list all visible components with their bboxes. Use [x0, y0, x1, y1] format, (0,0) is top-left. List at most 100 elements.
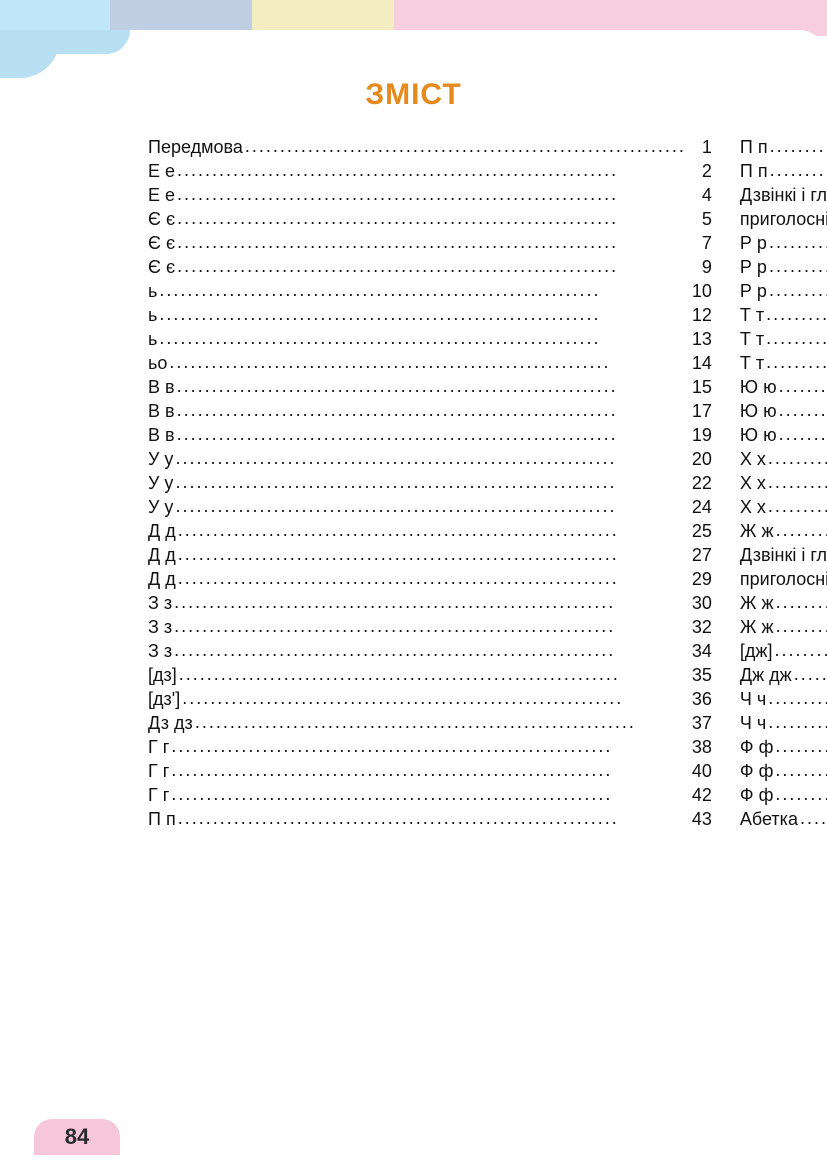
toc-entry-label: Ф ф: [740, 762, 774, 780]
toc-entry: Р р50: [740, 258, 827, 276]
toc-entry: Ж ж70: [740, 594, 827, 612]
toc-entry-dots: [769, 257, 827, 275]
toc-entry-dots: [159, 329, 686, 347]
toc-entry-label: ьо: [148, 354, 167, 372]
toc-entry-page: 2: [688, 162, 712, 180]
toc-entry-page: 30: [688, 594, 712, 612]
toc-entry: П п45: [740, 138, 827, 156]
toc-entry-label: [дз']: [148, 690, 180, 708]
toc-entry: Х х67: [740, 498, 827, 516]
toc-entry-page: 9: [688, 258, 712, 276]
toc-entry: Е е2: [148, 162, 712, 180]
toc-entry: Є є7: [148, 234, 712, 252]
toc-entry-page: 27: [688, 546, 712, 564]
toc-entry: Ж ж72: [740, 618, 827, 636]
toc-entry-label: В в: [148, 402, 175, 420]
toc-entry-dots: [178, 569, 686, 587]
toc-entry-dots: [769, 233, 827, 251]
toc-entry-label: З з: [148, 618, 172, 636]
toc-entry-dots: [177, 425, 686, 443]
toc-entry-label: Г г: [148, 738, 169, 756]
toc-entry-label: Г г: [148, 762, 169, 780]
toc-entry-dots: [171, 737, 686, 755]
toc-entry-dots: [169, 353, 686, 371]
toc-entry-dots: [776, 521, 827, 539]
toc-entry-page: 36: [688, 690, 712, 708]
toc-entry: Г г42: [148, 786, 712, 804]
toc-entry-dots: [770, 161, 827, 179]
toc-entry-label: Дж дж: [740, 666, 792, 684]
toc-entry-label: Передмова: [148, 138, 243, 156]
toc-entry-label: Дзвінкі і глухі: [740, 186, 827, 204]
toc-entry-dots: [768, 473, 827, 491]
toc-entry-dots: [177, 401, 686, 419]
toc-entry: Абетка83: [740, 810, 827, 828]
toc-entry-dots: [174, 593, 686, 611]
toc-entry-dots: [768, 497, 827, 515]
toc-entry: Ф ф80: [740, 762, 827, 780]
toc-entry-label: Г г: [148, 786, 169, 804]
toc-entry-label: Ф ф: [740, 786, 774, 804]
toc-entry-dots: [195, 713, 686, 731]
toc-entry-page: 19: [688, 426, 712, 444]
toc-entry-label: В в: [148, 378, 175, 396]
toc-entry: Дз дз37: [148, 714, 712, 732]
toc-entry-dots: [174, 617, 686, 635]
toc-entry: У у24: [148, 498, 712, 516]
toc-entry: Р р52: [740, 282, 827, 300]
toc-entry-dots: [769, 281, 827, 299]
toc-entry-label: Х х: [740, 450, 766, 468]
toc-entry-label: приголосні: [740, 570, 827, 588]
toc-entry-page: 15: [688, 378, 712, 396]
toc-entry-label: Х х: [740, 498, 766, 516]
toc-entry-label: Дзвінкі і глухі: [740, 546, 827, 564]
toc-entry: Дзвінкі і глухі: [740, 546, 827, 564]
toc-entry-page: 38: [688, 738, 712, 756]
toc-entry-label: Р р: [740, 234, 767, 252]
toc-entry-dots: [179, 665, 686, 683]
toc-entry-label: З з: [148, 642, 172, 660]
toc-entry: П п46: [740, 162, 827, 180]
toc-entry-dots: [768, 449, 827, 467]
toc-entry: Е е4: [148, 186, 712, 204]
toc-entry: Т т57: [740, 354, 827, 372]
toc-entry-page: 35: [688, 666, 712, 684]
toc-entry: Т т53: [740, 306, 827, 324]
toc-entry-page: 34: [688, 642, 712, 660]
toc-entry-label: Ч ч: [740, 690, 766, 708]
toc-entry: У у22: [148, 474, 712, 492]
toc-entry-label: У у: [148, 474, 173, 492]
toc-entry: Ч ч78: [740, 714, 827, 732]
toc-entry: [дж]73: [740, 642, 827, 660]
toc-entry-dots: [766, 353, 827, 371]
toc-entry: У у20: [148, 450, 712, 468]
toc-entry-dots: [178, 521, 686, 539]
toc-entry-page: 12: [688, 306, 712, 324]
toc-entry-dots: [779, 377, 827, 395]
toc-entry-page: 17: [688, 402, 712, 420]
toc-entry-label: [дж]: [740, 642, 773, 660]
toc-entry-label: ь: [148, 306, 157, 324]
toc-entry-dots: [159, 305, 686, 323]
toc-entry-label: Є є: [148, 258, 175, 276]
toc-entry: ьо14: [148, 354, 712, 372]
toc-entry: Дзвінкі і глухі: [740, 186, 827, 204]
toc-entry-label: Ю ю: [740, 426, 777, 444]
toc-entry-label: У у: [148, 498, 173, 516]
toc-entry: Дж дж75: [740, 666, 827, 684]
toc-entry-dots: [768, 689, 827, 707]
toc-entry-label: ь: [148, 282, 157, 300]
toc-entry-label: Є є: [148, 234, 175, 252]
toc-entry: Т т55: [740, 330, 827, 348]
toc-entry-label: П п: [740, 162, 768, 180]
toc-entry-page: 5: [688, 210, 712, 228]
toc-entry-dots: [171, 761, 686, 779]
toc-column-right: П п45П п46Дзвінкі і глухіприголосні 47Р …: [740, 138, 827, 834]
toc-entry-dots: [174, 641, 686, 659]
toc-entry-dots: [178, 545, 686, 563]
toc-entry-dots: [779, 401, 827, 419]
toc-entry-label: Ч ч: [740, 714, 766, 732]
toc-entry: З з 34: [148, 642, 712, 660]
toc-entry-dots: [779, 425, 827, 443]
toc-entry-page: 10: [688, 282, 712, 300]
